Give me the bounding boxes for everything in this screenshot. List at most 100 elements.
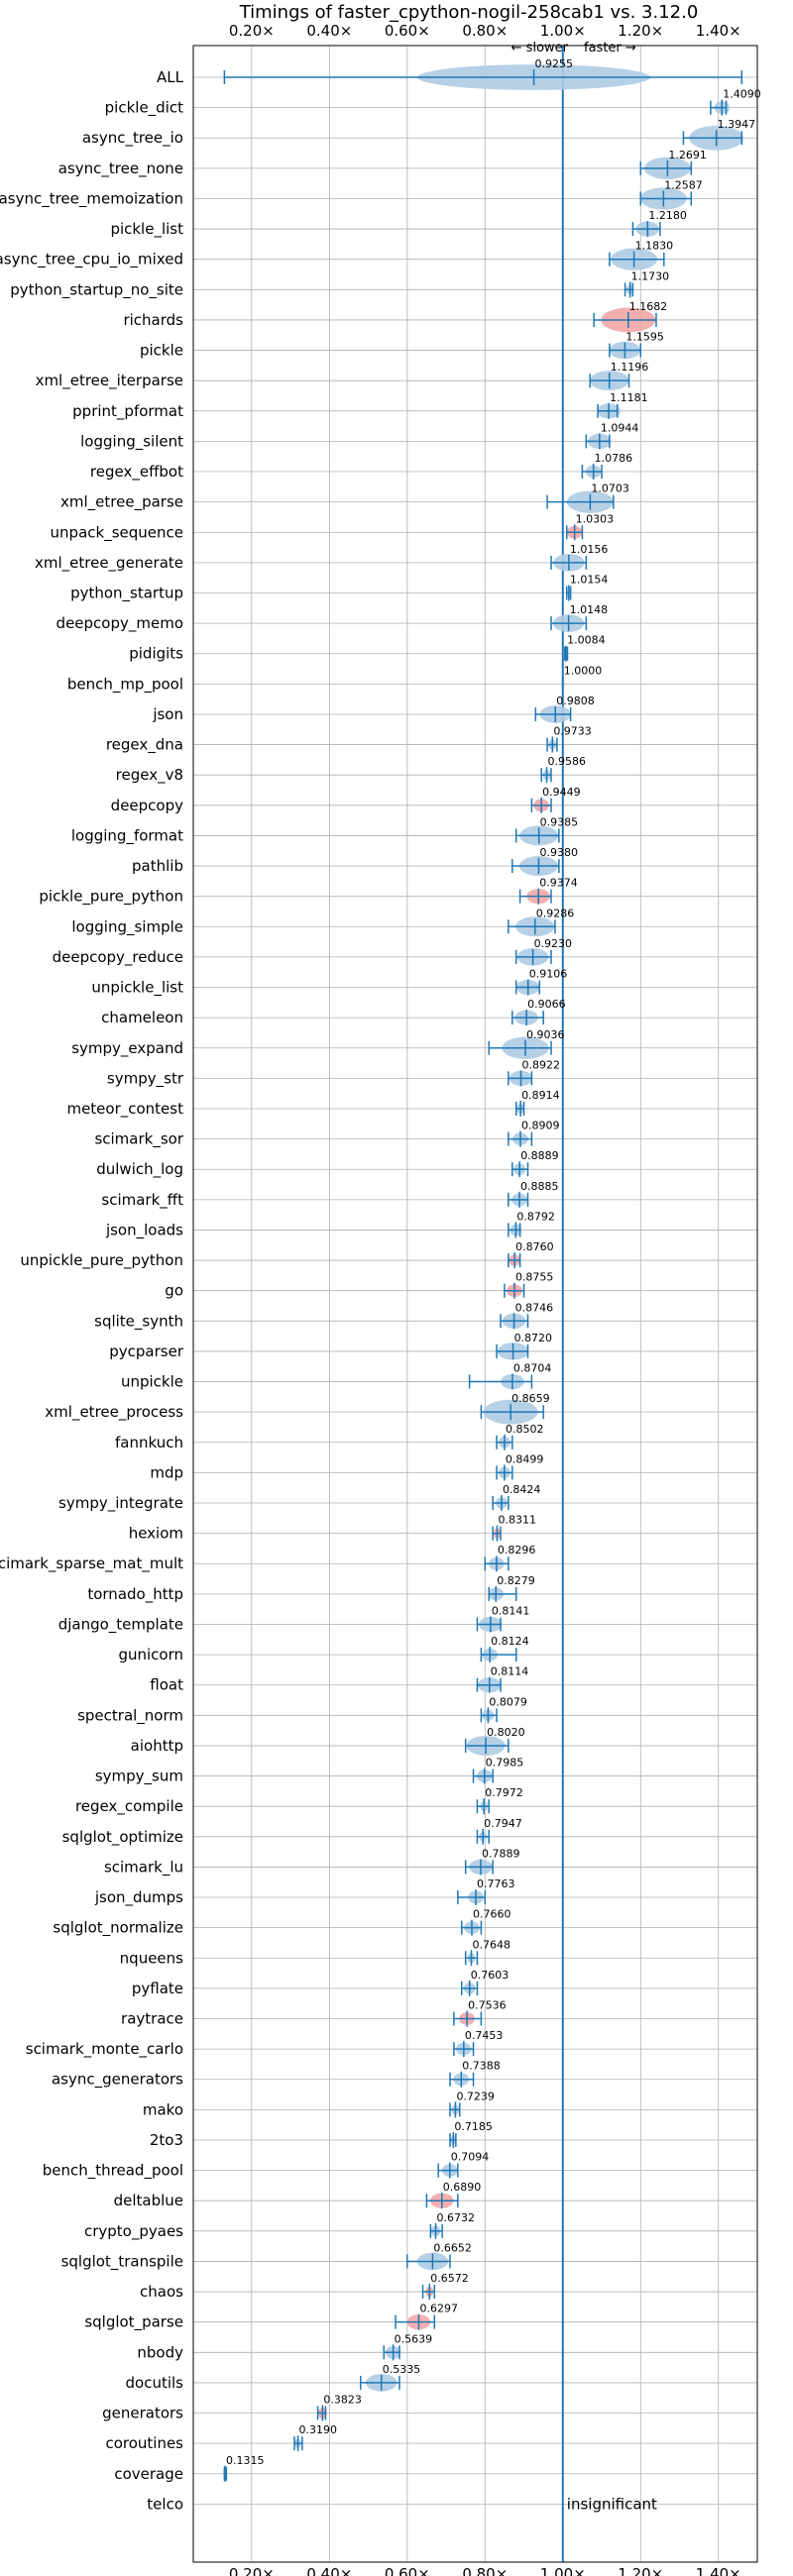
value-label: 0.8760 [515,1240,554,1253]
category-label: generators [102,2405,183,2422]
value-label: 1.1830 [635,240,674,253]
value-label: 0.7453 [465,2029,504,2042]
value-label: 0.9106 [529,968,568,981]
value-label: 1.2691 [668,149,707,161]
value-label: 0.9374 [539,877,578,890]
category-label: aiohttp [131,1737,183,1755]
category-label: bench_mp_pool [67,675,183,694]
value-label: 0.8079 [489,1695,527,1708]
value-label: 0.5639 [395,2332,433,2345]
value-label: 0.8720 [514,1332,553,1344]
category-label: scimark_lu [104,1858,183,1877]
category-label: async_tree_cpu_io_mixed [0,251,183,269]
value-label: 0.6652 [433,2241,472,2254]
value-label: 0.9449 [542,786,581,799]
category-label: pathlib [132,857,183,875]
x-tick-label-top: 1.40× [696,22,741,40]
category-label: deepcopy_memo [57,614,183,633]
category-label: async_tree_none [58,160,183,178]
value-label: 0.9036 [526,1028,565,1041]
value-label: 1.4090 [723,88,761,101]
value-label: 0.8124 [491,1635,529,1648]
value-label: 0.6572 [430,2272,469,2285]
category-label: logging_simple [71,917,183,936]
category-label: pidigits [129,645,183,663]
category-label: regex_dna [106,736,183,755]
x-tick-label-top: 0.20× [229,22,275,40]
violin-layer [222,46,744,2562]
category-label: scimark_sparse_mat_mult [0,1555,183,1573]
category-label: xml_etree_parse [60,493,183,512]
category-label: mako [143,2100,183,2118]
category-label: sqlglot_optimize [62,1828,183,1847]
value-label: 0.8279 [497,1574,534,1587]
category-label: unpickle_list [91,979,183,998]
category-label: scimark_fft [101,1191,183,1210]
category-label: regex_effbot [90,463,183,482]
value-label: 0.8424 [503,1483,541,1496]
value-label: 1.1595 [625,331,664,344]
value-label: 0.3190 [299,2423,338,2436]
category-label: bench_thread_pool [43,2162,183,2181]
value-label: 0.7094 [451,2151,490,2164]
value-label: 1.0148 [570,603,609,616]
category-label: tornado_http [87,1585,183,1604]
value-label: 1.1730 [631,269,670,282]
category-label: unpack_sequence [51,523,183,542]
category-label: logging_format [71,826,183,845]
value-label: 1.0156 [570,543,609,556]
category-label: async_tree_memoization [0,189,183,208]
value-label: 0.7185 [454,2120,493,2133]
value-label: 0.6732 [437,2211,476,2224]
value-label: 0.8114 [491,1665,529,1678]
value-label: 0.8141 [492,1604,530,1617]
category-label: pickle_pure_python [39,888,183,907]
value-label: 0.9255 [535,57,574,70]
category-label: regex_compile [75,1797,183,1816]
value-label: 0.9733 [553,725,592,738]
category-label: sqlglot_transpile [61,2252,183,2271]
value-label: 0.3823 [323,2394,362,2407]
category-label: coverage [114,2465,183,2483]
value-label: 1.0786 [595,452,633,465]
category-label: nbody [137,2343,183,2361]
value-label: 0.9586 [548,755,587,768]
value-label: 1.0944 [601,421,639,434]
slower-label: ← slower [511,41,569,55]
value-label: 0.7660 [473,1908,511,1921]
category-label: dulwich_log [96,1160,183,1179]
value-label: 0.8922 [521,1058,560,1071]
category-label: sqlglot_parse [84,2313,183,2332]
value-label: 0.6297 [419,2303,458,2315]
value-label: 0.7603 [471,1969,510,1982]
category-label: docutils [126,2374,184,2392]
value-label: 1.1181 [610,391,648,404]
value-label: 0.9385 [540,815,579,828]
grid-layer [193,46,757,2562]
category-label: sqlglot_normalize [53,1919,183,1938]
x-tick-label-bottom: 0.40× [306,2565,352,2576]
category-label: django_template [58,1615,183,1634]
value-label: 0.8296 [498,1544,536,1556]
category-label: json_dumps [94,1888,183,1907]
value-label: 1.1196 [611,361,649,374]
value-label: 0.7536 [468,1999,507,2012]
plot-frame [192,45,758,2563]
category-label: unpickle_pure_python [20,1251,183,1270]
category-label: python_startup_no_site [10,280,183,299]
category-label: unpickle [121,1373,183,1391]
category-label: sympy_str [107,1069,184,1088]
category-label: spectral_norm [77,1706,183,1725]
value-label: 1.2180 [648,209,687,222]
category-label: richards [123,311,183,329]
value-label: 0.8914 [521,1089,560,1102]
category-label: regex_v8 [116,766,183,785]
category-label: deepcopy [111,797,183,814]
value-label: 0.7972 [485,1786,522,1799]
value-label: 0.5335 [383,2363,421,2376]
value-label: 0.7985 [486,1757,523,1770]
category-label: sympy_expand [71,1039,183,1058]
value-label: 1.0154 [570,573,609,586]
